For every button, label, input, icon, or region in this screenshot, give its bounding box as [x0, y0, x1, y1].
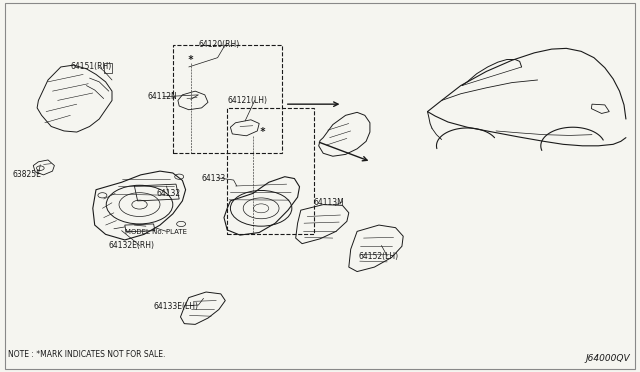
Text: 64132: 64132 [157, 189, 181, 198]
Text: 63825E: 63825E [13, 170, 42, 179]
Text: 64112N: 64112N [147, 92, 177, 101]
Text: NOTE : *MARK INDICATES NOT FOR SALE.: NOTE : *MARK INDICATES NOT FOR SALE. [8, 350, 165, 359]
Text: 64151(RH): 64151(RH) [70, 62, 111, 71]
Text: MODEL No. PLATE: MODEL No. PLATE [125, 230, 187, 235]
Text: *: * [259, 127, 266, 137]
Text: 64120(RH): 64120(RH) [198, 40, 239, 49]
Text: *: * [188, 55, 194, 64]
Text: 64113M: 64113M [314, 198, 344, 207]
Text: 64133E(LH): 64133E(LH) [154, 302, 198, 311]
Text: 64121(LH): 64121(LH) [227, 96, 268, 105]
Bar [173, 45, 282, 153]
Text: 64152(LH): 64152(LH) [358, 252, 399, 261]
Bar [227, 108, 314, 234]
Text: J64000QV: J64000QV [586, 355, 630, 363]
Text: 64133: 64133 [202, 174, 226, 183]
Text: 64132E(RH): 64132E(RH) [109, 241, 155, 250]
